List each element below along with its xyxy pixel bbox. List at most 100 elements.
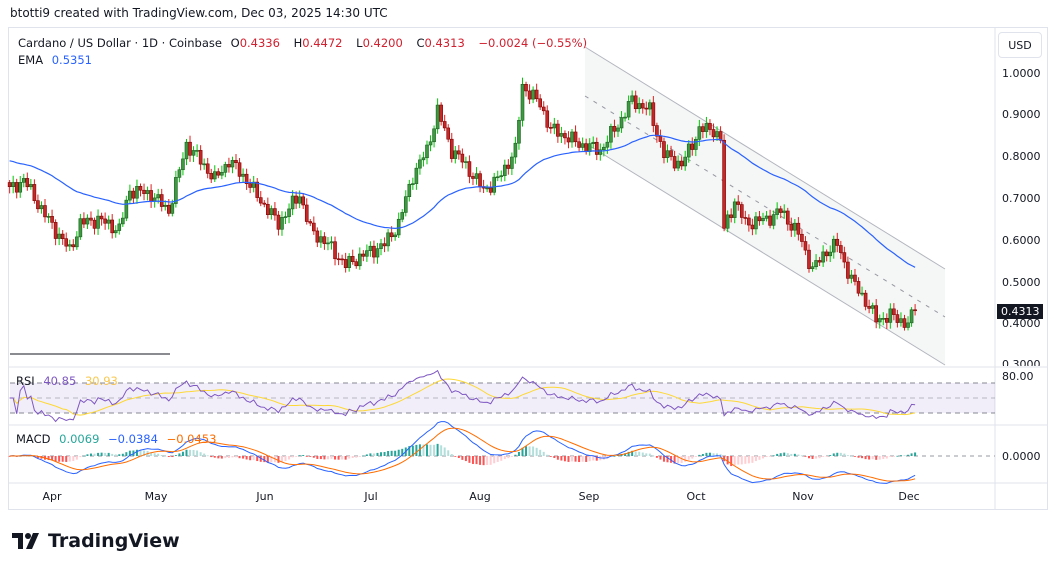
macd-histogram-bar (655, 456, 658, 458)
channel-lower-line (584, 142, 946, 366)
candle-body (64, 238, 69, 247)
time-tick: Oct (686, 490, 706, 503)
candle-body (785, 210, 790, 225)
price-tick: 0.9000 (1002, 108, 1041, 121)
candle-body (75, 236, 79, 248)
macd-histogram-bar (517, 451, 520, 456)
macd-histogram-bar (751, 456, 754, 463)
macd-histogram-bar (549, 456, 552, 457)
macd-histogram-bar (878, 456, 881, 460)
macd-histogram-bar (189, 449, 192, 456)
rsi-axis-tick: 80.00 (1002, 370, 1034, 383)
chart-frame (8, 27, 1048, 510)
macd-histogram-bar (634, 451, 637, 456)
candle-body (534, 89, 539, 100)
macd-histogram-bar (588, 456, 591, 462)
macd-label[interactable]: MACD (16, 432, 51, 446)
candle-body (142, 189, 146, 194)
candle-body (280, 217, 284, 230)
candle-body (460, 153, 465, 163)
candle-body (149, 190, 153, 202)
candle-body (704, 123, 709, 132)
currency-button[interactable]: USD (998, 32, 1042, 58)
macd-signal-line (9, 427, 916, 482)
candle-body (662, 141, 666, 158)
candle-body (694, 139, 698, 150)
candle-body (368, 245, 373, 251)
macd-histogram-bar (291, 456, 294, 458)
candle-body (729, 214, 733, 218)
macd-histogram-bar (415, 444, 418, 456)
candle-body (421, 157, 426, 161)
candle-body (198, 150, 203, 165)
ema-label[interactable]: EMA (18, 53, 44, 67)
candle-body (743, 217, 748, 219)
time-tick: Jun (256, 490, 274, 503)
macd-histogram-bar (853, 456, 856, 457)
candle-body (177, 169, 182, 178)
candle-body (722, 139, 726, 229)
candle-body (453, 150, 458, 159)
macd-histogram-bar (217, 456, 220, 459)
macd-histogram-bar (344, 456, 347, 460)
candle-body (400, 212, 405, 220)
macd-histogram-bar (825, 456, 828, 457)
candle-body (478, 173, 482, 187)
macd-histogram-bar (150, 452, 153, 456)
macd-histogram-bar (118, 454, 121, 456)
macd-histogram-bar (571, 456, 574, 462)
macd-histogram-bar (135, 449, 138, 456)
macd-histogram-bar (199, 452, 202, 456)
macd-histogram-bar (157, 453, 160, 456)
tradingview-logo[interactable]: TradingView (12, 530, 180, 552)
macd-histogram-bar (631, 450, 634, 456)
macd-histogram-bar (560, 456, 563, 461)
macd-histogram-bar (556, 456, 559, 460)
macd-histogram-bar (914, 452, 917, 456)
symbol-title[interactable]: Cardano / US Dollar · 1D · Coinbase (18, 36, 222, 50)
macd-histogram-bar (358, 456, 361, 457)
candle-body (570, 131, 574, 143)
macd-histogram-bar (797, 454, 800, 456)
candle-body (566, 137, 571, 143)
macd-histogram-bar (355, 456, 358, 458)
candle-body (817, 260, 822, 263)
macd-histogram-bar (181, 451, 184, 456)
macd-histogram-bar (160, 455, 163, 456)
candle-body (775, 208, 779, 215)
low-label: L (356, 36, 363, 50)
candle-body (138, 186, 143, 191)
macd-histogram-bar (525, 446, 528, 456)
candle-body (754, 216, 758, 230)
macd-histogram-bar (705, 452, 708, 456)
macd-value: −0.0384 (108, 432, 158, 446)
candle-body (67, 244, 72, 247)
candle-body (665, 150, 670, 158)
macd-histogram-bar (652, 455, 655, 457)
candle-body (382, 243, 387, 247)
macd-histogram-bar (185, 449, 188, 456)
candle-body (616, 127, 620, 132)
macd-histogram-bar (450, 454, 453, 456)
candle-body (163, 204, 168, 207)
candle-body (655, 125, 659, 137)
candle-body (909, 309, 914, 324)
macd-histogram-bar (786, 453, 789, 456)
price-tick: 0.7000 (1002, 192, 1041, 205)
candle-body (839, 245, 843, 253)
candle-body (556, 123, 560, 137)
macd-histogram-bar (82, 455, 85, 457)
macd-histogram-bar (776, 453, 779, 456)
macd-histogram-bar (167, 456, 170, 458)
macd-histogram-bar (234, 456, 237, 458)
rsi-label[interactable]: RSI (16, 374, 35, 388)
close-label: C (416, 36, 425, 50)
candle-body (435, 104, 440, 130)
macd-histogram-bar (769, 456, 772, 457)
candle-body (418, 159, 422, 169)
macd-histogram-bar (238, 456, 241, 459)
candle-body (209, 173, 214, 180)
macd-histogram-bar (397, 449, 400, 456)
macd-histogram-bar (365, 454, 368, 456)
